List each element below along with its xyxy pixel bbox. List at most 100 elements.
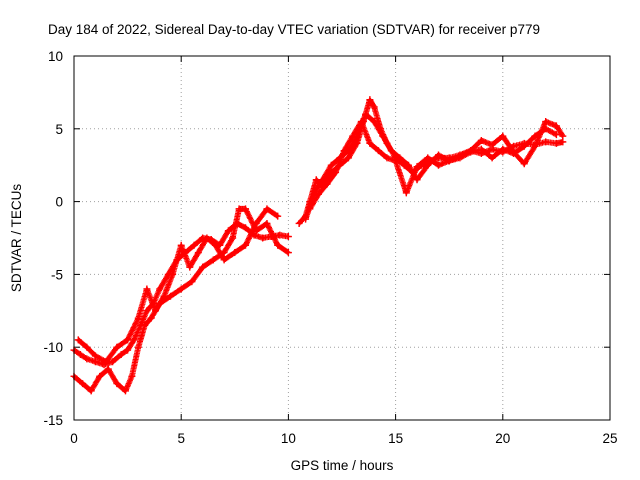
data-point	[134, 343, 142, 351]
data-point	[212, 241, 220, 249]
data-point	[445, 157, 453, 165]
data-point	[87, 387, 95, 395]
data-point	[83, 343, 91, 351]
data-point	[366, 96, 374, 104]
data-point	[109, 358, 117, 366]
data-point	[327, 161, 335, 169]
data-point	[396, 154, 404, 162]
data-point	[424, 161, 432, 169]
data-point	[332, 168, 340, 176]
data-point	[242, 205, 250, 213]
data-point	[379, 132, 387, 140]
data-point	[274, 212, 282, 220]
data-point	[499, 145, 507, 153]
data-point	[552, 131, 560, 139]
x-tick-label: 10	[281, 431, 296, 446]
data-point	[276, 231, 284, 239]
grid	[74, 56, 610, 420]
data-point	[520, 142, 528, 150]
series-f	[306, 118, 567, 213]
data-point	[259, 234, 267, 242]
data-point	[220, 256, 228, 264]
x-axis-label: GPS time / hours	[291, 458, 394, 473]
data-point	[488, 141, 496, 149]
data-point	[194, 249, 202, 257]
x-tick-label: 25	[602, 431, 617, 446]
data-point	[488, 154, 496, 162]
data-point	[231, 249, 239, 257]
y-axis-label: SDTVAR / TECUs	[9, 184, 24, 293]
series-c	[74, 205, 282, 366]
data-point	[143, 285, 151, 293]
data-point	[302, 215, 310, 223]
data-point	[306, 205, 314, 213]
data-point	[314, 190, 322, 198]
data-point	[130, 336, 138, 344]
data-point	[357, 118, 365, 126]
data-point	[392, 157, 400, 165]
data-point	[113, 380, 121, 388]
data-point	[477, 136, 485, 144]
data-point	[344, 154, 352, 162]
x-tick-label: 15	[388, 431, 403, 446]
data-point	[295, 219, 303, 227]
data-point	[552, 122, 560, 130]
data-point	[151, 307, 159, 315]
data-point	[124, 336, 132, 344]
data-point	[362, 110, 370, 118]
data-point	[235, 205, 243, 213]
data-point	[124, 346, 132, 354]
data-point	[520, 160, 528, 168]
data-point	[83, 355, 91, 363]
data-point	[141, 321, 149, 329]
data-point	[242, 224, 250, 232]
data-series	[70, 96, 567, 395]
data-point	[559, 132, 567, 140]
x-tick-label: 20	[495, 431, 510, 446]
data-point	[143, 307, 151, 315]
data-point	[74, 336, 82, 344]
data-point	[147, 314, 155, 322]
data-point	[263, 219, 271, 227]
y-tick-label: -10	[43, 340, 63, 355]
axis-ticks	[73, 55, 611, 421]
data-point	[531, 142, 539, 150]
data-point	[177, 285, 185, 293]
plot-frame	[73, 55, 611, 421]
data-point	[113, 343, 121, 351]
series-b	[70, 205, 292, 395]
data-point	[188, 278, 196, 286]
data-point	[499, 132, 507, 140]
data-point	[220, 249, 228, 257]
data-point	[542, 138, 550, 146]
data-point	[284, 233, 292, 241]
data-point	[323, 180, 331, 188]
y-tick-label: -15	[43, 413, 63, 428]
data-point	[467, 147, 475, 155]
data-point	[166, 292, 174, 300]
data-point	[156, 285, 164, 293]
data-point	[79, 380, 87, 388]
y-tick-label: 10	[48, 49, 63, 64]
data-point	[224, 227, 232, 235]
data-point	[424, 154, 432, 162]
data-point	[209, 256, 217, 264]
x-tick-label: 0	[70, 431, 78, 446]
data-point	[199, 263, 207, 271]
data-point	[117, 350, 125, 358]
tick-labels: 0 5 10 15 20 25 -15 -10 -5 0 5 10	[43, 49, 617, 446]
data-point	[510, 148, 518, 156]
x-tick-label: 5	[177, 431, 185, 446]
data-point	[319, 176, 327, 184]
data-point	[383, 154, 391, 162]
data-point	[102, 358, 110, 366]
data-point	[128, 372, 136, 380]
data-point	[456, 152, 464, 160]
data-point	[186, 263, 194, 271]
data-point	[242, 241, 250, 249]
y-tick-label: 0	[55, 195, 63, 210]
data-point	[203, 234, 211, 242]
data-point	[340, 147, 348, 155]
data-point	[190, 241, 198, 249]
